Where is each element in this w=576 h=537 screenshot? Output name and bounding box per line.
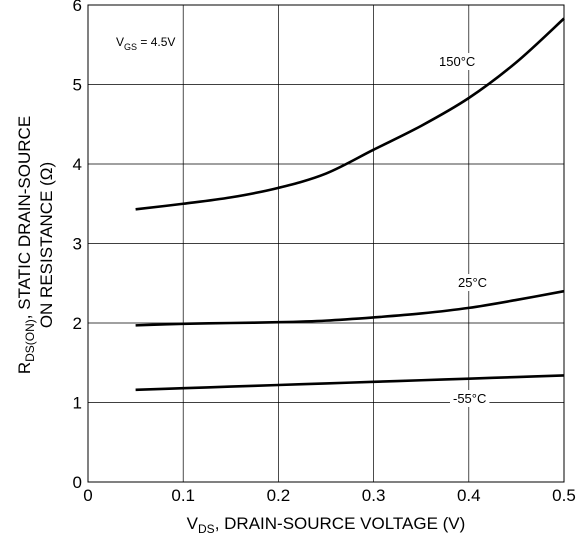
y-tick-label: 6	[73, 0, 82, 15]
y-axis-label-line1: RDS(ON), STATIC DRAIN-SOURCE	[15, 116, 37, 374]
y-tick-label: 2	[73, 314, 82, 333]
series-layer	[135, 17, 565, 392]
grid	[87, 4, 565, 483]
x-tick-label: 0.3	[362, 486, 386, 505]
y-tick-label: 1	[73, 394, 82, 413]
x-tick-label: 0.1	[171, 486, 195, 505]
x-tick-label: 0	[83, 486, 92, 505]
series-labels: 150°C 25°C -55°C	[436, 53, 491, 407]
series-label: 25°C	[458, 275, 487, 290]
series-line-0	[135, 17, 565, 211]
series-label: -55°C	[453, 391, 486, 406]
series-label: 150°C	[439, 54, 475, 69]
x-tick-label: 0.2	[267, 486, 291, 505]
series-label-bg	[436, 53, 479, 70]
series-line-2	[135, 374, 565, 392]
y-axis-label-line2: ON RESISTANCE (Ω)	[37, 162, 56, 328]
series-line-1	[135, 289, 565, 327]
series-label-bg	[455, 274, 491, 291]
x-tick-label: 0.5	[552, 486, 576, 505]
tick-labels: 0 0.1 0.2 0.3 0.4 0.5 0 1 2 3 4 5 6	[73, 0, 576, 505]
condition-label: VGS = 4.5V	[116, 35, 175, 52]
y-axis-label: RDS(ON), STATIC DRAIN-SOURCE ON RESISTAN…	[15, 116, 56, 374]
y-tick-label: 5	[73, 76, 82, 95]
x-tick-label: 0.4	[457, 486, 481, 505]
y-tick-label: 0	[73, 473, 82, 492]
x-axis-label: VDS, DRAIN-SOURCE VOLTAGE (V)	[187, 514, 466, 536]
y-tick-label: 3	[73, 235, 82, 254]
y-tick-label: 4	[73, 155, 82, 174]
plot-frame	[87, 4, 565, 483]
series-label-bg	[450, 390, 490, 407]
